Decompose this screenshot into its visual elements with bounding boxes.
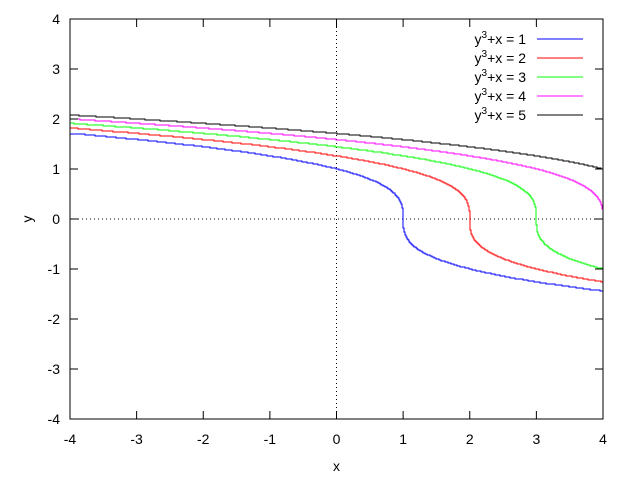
legend-label: y3+x = 1 [475, 30, 527, 47]
x-tick-label: -3 [130, 431, 143, 447]
y-tick-label: -1 [48, 261, 61, 277]
y-tick-label: 3 [52, 61, 60, 77]
zero-axes [70, 19, 603, 419]
series-line-2 [70, 127, 603, 283]
y-tick-label: -3 [48, 361, 61, 377]
legend-label: y3+x = 2 [475, 49, 527, 66]
x-tick-label: 1 [399, 431, 407, 447]
y-tick-label: 2 [52, 111, 60, 127]
x-tick-label: 2 [466, 431, 474, 447]
x-tick-label: 0 [333, 431, 341, 447]
y-tick-label: 4 [52, 11, 60, 27]
legend-label: y3+x = 4 [475, 87, 527, 104]
series-line-3 [70, 122, 603, 270]
x-axis-label: x [333, 458, 340, 474]
legend-label: y3+x = 3 [475, 68, 527, 85]
legend-label: y3+x = 5 [475, 106, 527, 123]
legend-entry-3: y3+x = 3 [475, 68, 583, 85]
y-tick-label: 1 [52, 161, 60, 177]
x-tick-label: -1 [264, 431, 277, 447]
x-tick-label: -2 [197, 431, 210, 447]
y-tick-label: 0 [52, 211, 60, 227]
y-tick-label: -4 [48, 411, 61, 427]
tick-labels: -4 -3 -2 -1 0 1 2 3 4 -4 -3 -2 -1 0 1 2 3 4 [48, 11, 608, 447]
legend-entry-4: y3+x = 4 [475, 87, 583, 104]
legend-entry-1: y3+x = 1 [475, 30, 583, 47]
x-tick-label: 3 [532, 431, 540, 447]
series-line-5 [70, 114, 603, 170]
legend-entry-5: y3+x = 5 [475, 106, 583, 123]
x-tick-label: -4 [64, 431, 77, 447]
y-tick-label: -2 [48, 311, 61, 327]
tick-marks [69, 18, 604, 420]
x-tick-label: 4 [599, 431, 607, 447]
legend: y3+x = 1 y3+x = 2 y3+x = 3 y3+x = 4 y3+x = 5 [475, 30, 583, 123]
y-axis-label: y [19, 216, 35, 223]
series-lines [70, 114, 604, 292]
series-line-1 [70, 133, 603, 292]
legend-entry-2: y3+x = 2 [475, 49, 583, 66]
series-line-4 [70, 118, 604, 219]
